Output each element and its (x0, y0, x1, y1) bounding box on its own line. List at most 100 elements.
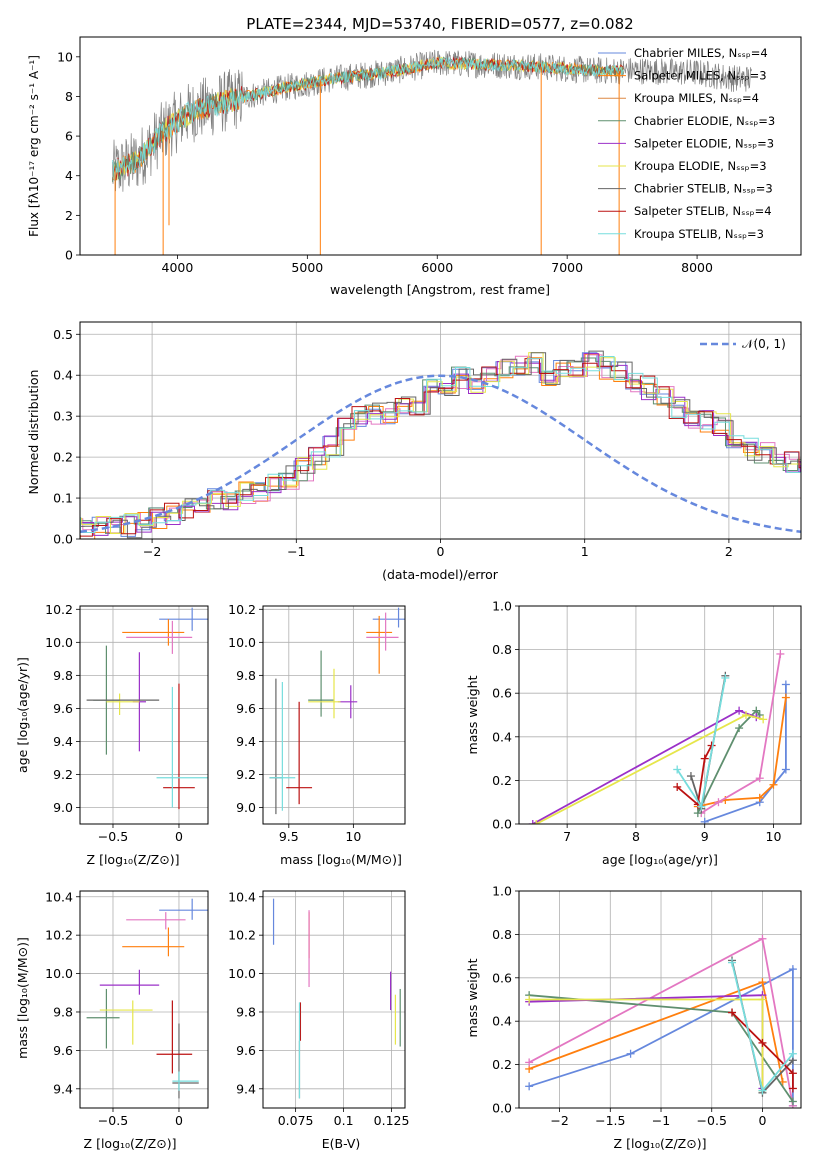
normal-curve-line (80, 374, 801, 534)
x-tick-label: 5000 (291, 260, 323, 275)
observed-spectrum-line (112, 49, 752, 192)
y-tick-label: 0.6 (492, 686, 512, 701)
y-tick-label: 10.0 (45, 635, 73, 650)
x-tick-label: 1 (581, 544, 589, 559)
z-mass-xlabel: Z [log₁₀(Z/Z⊙)] (84, 1136, 177, 1151)
y-tick-label: 9.6 (236, 701, 256, 716)
z-age-ylabel: age [log₁₀(age/yr)] (15, 657, 30, 773)
x-tick-label: 0 (175, 1113, 183, 1128)
x-tick-label: 10 (766, 829, 782, 844)
panel-zage: −0.5 0 9.0 9.2 9.4 9.6 9.8 10.0 10.2 (45, 602, 209, 844)
hist-lines (80, 350, 801, 539)
panel-ebvmass: 0.075 0.1 0.125 9.4 9.6 9.8 10.0 10.2 10.4 (228, 889, 409, 1128)
x-tick-label: 8000 (681, 260, 713, 275)
y-tick-label: 4 (65, 168, 73, 183)
z-weight-xlabel: Z [log₁₀(Z/Z⊙)] (614, 1136, 707, 1151)
y-tick-label: 9.4 (236, 1081, 256, 1096)
y-tick-label: 6 (65, 129, 73, 144)
y-tick-label: 0.2 (53, 450, 73, 465)
weight-lines (528, 649, 790, 824)
y-tick-label: 0.5 (53, 327, 73, 342)
y-tick-label: 0.4 (492, 1014, 512, 1029)
x-tick-label: 0 (758, 1113, 766, 1128)
legend-label: Chabrier MILES, Nₛₛₚ=4 (634, 46, 768, 60)
y-tick-label: 9.6 (53, 701, 73, 716)
x-tick-label: −1.5 (595, 1113, 625, 1128)
legend-label: Salpeter ELODIE, Nₛₛₚ=3 (634, 136, 774, 150)
y-tick-label: 10.4 (45, 889, 73, 904)
x-tick-label: 6000 (421, 260, 453, 275)
axes-frame (518, 605, 802, 825)
x-tick-label: 0 (437, 544, 445, 559)
hist-series-line (80, 350, 801, 539)
y-tick-label: 0.4 (53, 368, 73, 383)
legend-label: Chabrier STELIB, Nₛₛₚ=3 (634, 182, 773, 196)
y-tick-label: 0.0 (492, 1101, 512, 1116)
z-age-xlabel: Z [log₁₀(Z/Z⊙)] (87, 852, 180, 867)
z-mass-ylabel: mass [log₁₀(M/M⊙)] (15, 937, 30, 1059)
y-tick-label: 10.2 (45, 928, 73, 943)
y-tick-label: 8 (65, 89, 73, 104)
hist-series-line (80, 354, 801, 531)
x-tick-label: 0.125 (374, 1113, 410, 1128)
y-tick-label: 0.8 (492, 927, 512, 942)
y-tick-label: 0.2 (492, 1057, 512, 1072)
x-tick-label: 4000 (162, 260, 194, 275)
y-tick-label: 9.8 (53, 1004, 73, 1019)
histogram-xlabel: (data-model)/error (382, 567, 499, 582)
x-tick-label: −2 (550, 1113, 568, 1128)
axes-frame (79, 321, 802, 540)
legend-label: Kroupa MILES, Nₛₛₚ=4 (634, 91, 759, 105)
weight-lines (525, 934, 797, 1108)
x-tick-label: 9 (701, 829, 709, 844)
y-tick-label: 10.0 (228, 635, 256, 650)
y-tick-label: 10.2 (228, 602, 256, 617)
x-tick-label: −2 (143, 544, 161, 559)
y-tick-label: 9.4 (53, 734, 73, 749)
weight-series-line (696, 709, 761, 814)
panel-spectrum: 4000 5000 6000 7000 8000 0 2 4 6 8 10 Chabrier MILE… (57, 36, 802, 275)
y-tick-label: 9.4 (236, 734, 256, 749)
figure-title: PLATE=2344, MJD=53740, FIBERID=0577, z=0… (246, 15, 633, 33)
weight-series-line (676, 745, 713, 807)
x-tick-label: 9.5 (279, 829, 299, 844)
x-tick-label: −1 (652, 1113, 670, 1128)
mass-age-xlabel: mass [log₁₀(M/M⊙)] (280, 852, 402, 867)
y-tick-label: 0.0 (492, 817, 512, 832)
x-tick-label: −0.5 (98, 1113, 128, 1128)
hist-series-line (80, 353, 801, 536)
y-tick-label: 10.2 (228, 928, 256, 943)
axes-frame (262, 890, 406, 1109)
x-tick-label: 0 (175, 829, 183, 844)
y-tick-label: 9.0 (53, 800, 73, 815)
y-tick-label: 0.6 (492, 970, 512, 985)
ebv-mass-xlabel: E(B-V) (322, 1136, 361, 1151)
x-tick-label: 7000 (551, 260, 583, 275)
axes-frame (79, 605, 209, 825)
y-tick-label: 0 (65, 248, 73, 263)
x-tick-label: −1 (287, 544, 305, 559)
spectrum-lines (112, 49, 752, 255)
panel-hist: −2 −1 0 1 2 0.0 0.1 0.2 0.3 0.4 0.5 (53, 321, 802, 559)
x-tick-label: 7 (563, 829, 571, 844)
y-tick-label: 10 (57, 49, 73, 64)
y-tick-label: 9.2 (236, 767, 256, 782)
y-tick-label: 10.0 (228, 966, 256, 981)
age-weight-xlabel: age [log₁₀(age/yr)] (602, 852, 718, 867)
errorbar-group (86, 898, 208, 1099)
axes-frame (79, 890, 209, 1109)
axes-frame (79, 36, 802, 256)
z-weight-ylabel: mass weight (465, 958, 480, 1037)
x-tick-label: −0.5 (697, 1113, 727, 1128)
x-tick-label: 10 (345, 829, 361, 844)
y-tick-label: 2 (65, 208, 73, 223)
weight-series-line (700, 653, 782, 814)
y-tick-label: 9.8 (236, 668, 256, 683)
spectrum-xlabel: wavelength [Angstrom, rest frame] (330, 282, 550, 297)
y-tick-label: 9.6 (236, 1043, 256, 1058)
legend-label: Salpeter MILES, Nₛₛₚ=3 (634, 69, 767, 83)
histogram-ylabel: Normed distribution (26, 370, 41, 495)
y-tick-label: 9.8 (53, 668, 73, 683)
